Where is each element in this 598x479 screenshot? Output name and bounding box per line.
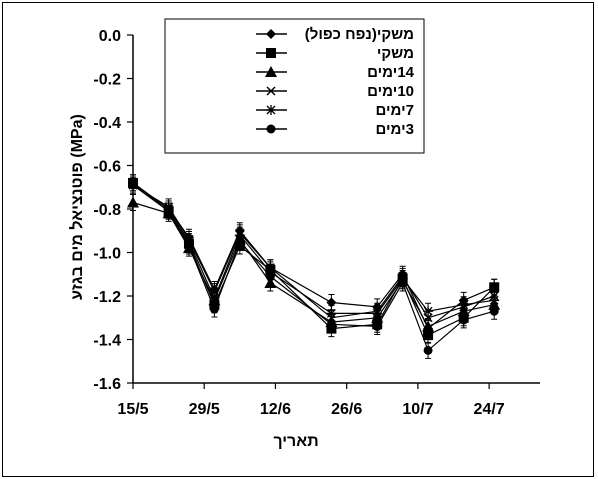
data-point [372,321,382,331]
data-point [235,237,245,247]
series-2 [128,174,500,344]
data-point [372,308,383,319]
data-point [209,293,220,304]
data-point [164,206,174,216]
x-tick-label: 26/6 [331,401,362,418]
y-tick-label: -0.8 [93,202,121,219]
legend-marker [266,124,276,134]
series-line [132,184,495,352]
x-tick-label: 12/6 [260,401,291,418]
y-tick-label: -1.2 [93,289,121,306]
legend-marker [265,66,277,77]
legend-label: משקי(נפח כפול) [305,26,414,43]
x-tick-label: 10/7 [402,401,433,418]
legend-item: 14ימים [256,64,415,81]
data-point [489,306,499,316]
legend-label: 7ימים [376,102,415,119]
data-point [489,295,500,306]
data-point [209,304,219,314]
data-point [423,330,434,341]
legend-item: 3ימים [256,121,414,138]
legend-label: 14ימים [367,64,414,81]
data-point [265,271,275,281]
series-5 [128,174,500,322]
legend-marker [266,48,276,58]
data-point [326,308,337,319]
series-line [132,182,495,336]
y-tick-label: -1.0 [93,246,121,263]
legend-item: 10ימים [256,83,414,100]
axes: 0.0 -0.2 -0.4 -0.6 -0.8 -1.0 -1.2 -1.4 -1.6 15/5 2… [93,28,540,418]
x-tick-label: 24/7 [474,401,505,418]
data-point [184,241,194,251]
y-tick-label: -0.2 [93,72,121,89]
y-tick-label: -0.4 [93,115,121,132]
y-tick-label: -1.4 [93,333,121,350]
series-layer [127,174,501,359]
data-point [458,299,469,310]
legend-marker [266,29,276,39]
data-point [398,278,408,288]
data-point [423,306,434,317]
data-point [127,196,139,208]
x-tick-label: 15/5 [117,401,148,418]
data-point [423,345,433,355]
data-point [489,282,500,293]
legend-marker [266,105,276,115]
legend-label: משקי [377,45,414,62]
x-axis-title: תאריך [273,433,318,450]
x-tick-label: 29/5 [189,401,220,418]
data-point [326,319,336,329]
y-tick-label: 0.0 [99,28,121,45]
series-line [132,182,495,314]
data-point [128,180,138,190]
legend-item: משקי(נפח כפול) [256,26,414,43]
data-point [459,315,469,325]
series-6 [128,176,499,359]
legend: משקי(נפח כפול) משקי 14ימים 10ימים 7ימים 3ימים [164,18,425,154]
legend-label: 10ימים [367,83,414,100]
y-tick-label: -1.6 [93,376,121,393]
series-line [132,201,495,328]
y-axis-title: פוטנציאל מים בגזע (MPa) [68,114,86,300]
series-1 [128,174,500,338]
legend-label: 3ימים [376,121,415,138]
legend-item: 7ימים [256,102,414,119]
legend-box [164,18,425,154]
y-tick-label: -0.6 [93,159,121,176]
legend-item: משקי [256,45,414,62]
legend-marker [266,86,276,96]
